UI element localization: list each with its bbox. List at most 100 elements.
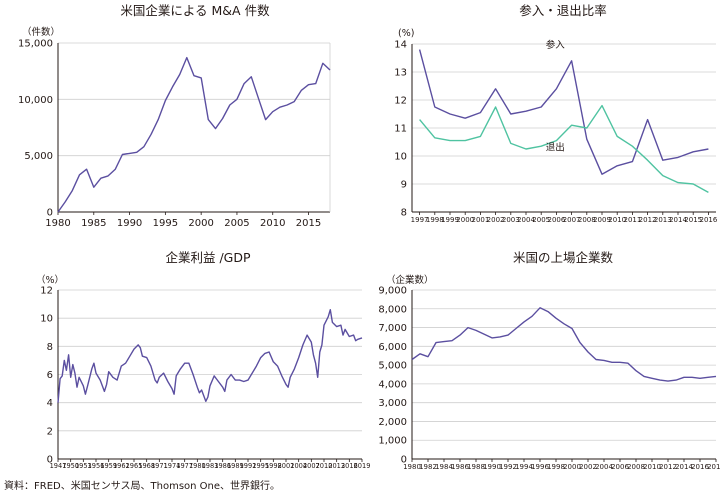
x-tick-label: 1986 bbox=[451, 463, 469, 471]
y-tick-label: 6,000 bbox=[378, 342, 407, 353]
series-line-1 bbox=[411, 307, 717, 382]
y-tick-label: 4 bbox=[47, 398, 53, 409]
x-tick-label: 1998 bbox=[426, 216, 444, 224]
y-tick-label: 0 bbox=[47, 208, 53, 219]
x-tick-label: 1982 bbox=[419, 463, 437, 471]
source-note: 資料：FRED、米国センサス局、Thomson One、世界銀行。 bbox=[4, 481, 281, 492]
x-tick-label: 2002 bbox=[579, 463, 597, 471]
y-tick-label: 8,000 bbox=[378, 304, 407, 315]
y-tick-label: 14 bbox=[394, 40, 407, 51]
chart-title: 企業利益 /GDP bbox=[165, 250, 250, 265]
x-tick-label: 1985 bbox=[81, 218, 106, 229]
x-tick-label: 1990 bbox=[117, 218, 142, 229]
x-tick-label: 1977 bbox=[176, 462, 193, 470]
x-tick-label: 2007 bbox=[303, 462, 320, 470]
x-tick-label: 2010 bbox=[643, 463, 661, 471]
y-tick-label: 11 bbox=[394, 124, 407, 135]
x-tick-label: 2013 bbox=[654, 216, 672, 224]
x-tick-label: 2019 bbox=[354, 462, 371, 470]
chart-entry_exit: 参入・退出比率(%)891011121314199719981999200020… bbox=[394, 3, 718, 224]
y-tick-label: 12 bbox=[40, 286, 53, 297]
x-tick-label: 1986 bbox=[214, 462, 231, 470]
x-tick-label: 1983 bbox=[202, 462, 219, 470]
x-tick-label: 2013 bbox=[328, 462, 345, 470]
series-line-1 bbox=[418, 49, 709, 175]
x-tick-label: 2014 bbox=[675, 463, 693, 471]
chart-profit: 企業利益 /GDP （%） 0 2 4 6 8 10 12 1947195019531956195… bbox=[36, 250, 370, 470]
y-tick-label: 9,000 bbox=[378, 286, 407, 297]
series-line-2 bbox=[419, 104, 709, 194]
x-tick-label: 1995 bbox=[252, 462, 269, 470]
unit-label: （%） bbox=[36, 274, 64, 286]
y-tick-label: 5,000 bbox=[378, 361, 407, 372]
x-tick-label: 1996 bbox=[531, 463, 549, 471]
x-tick-label: 1968 bbox=[138, 462, 155, 470]
x-tick-label: 2005 bbox=[224, 218, 249, 229]
y-tick-label: 5,000 bbox=[24, 151, 53, 162]
series-label-1: 参入 bbox=[546, 39, 566, 51]
y-tick-label: 8 bbox=[401, 208, 407, 219]
y-tick-label: 6 bbox=[47, 370, 53, 381]
x-tick-label: 1965 bbox=[126, 462, 143, 470]
y-tick-label: 10,000 bbox=[18, 95, 53, 106]
y-tick-label: 15,000 bbox=[18, 39, 53, 50]
x-tick-label: 1999 bbox=[441, 216, 459, 224]
x-tick-label: 2005 bbox=[532, 216, 550, 224]
x-tick-label: 2011 bbox=[623, 216, 641, 224]
x-tick-label: 2010 bbox=[316, 462, 333, 470]
unit-label: (%) bbox=[398, 28, 414, 39]
x-tick-label: 1947 bbox=[50, 462, 67, 470]
x-tick-label: 1994 bbox=[515, 463, 533, 471]
x-tick-label: 1997 bbox=[411, 216, 429, 224]
x-tick-label: 1962 bbox=[113, 462, 130, 470]
x-tick-label: 2008 bbox=[627, 463, 645, 471]
x-tick-label: 2000 bbox=[188, 218, 213, 229]
x-tick-label: 2002 bbox=[487, 216, 505, 224]
x-tick-label: 1984 bbox=[435, 463, 453, 471]
x-tick-label: 2007 bbox=[563, 216, 581, 224]
x-tick-label: 1998 bbox=[265, 462, 282, 470]
x-tick-label: 2008 bbox=[578, 216, 596, 224]
y-tick-label: 2 bbox=[47, 426, 53, 437]
x-tick-label: 2018 bbox=[707, 463, 720, 471]
y-tick-label: 0 bbox=[401, 455, 407, 466]
unit-label: （企業数） bbox=[386, 274, 434, 286]
chart-title: 米国の上場企業数 bbox=[513, 250, 614, 265]
x-tick-label: 1988 bbox=[467, 463, 485, 471]
y-tick-label: 12 bbox=[394, 96, 407, 107]
x-tick-label: 2010 bbox=[608, 216, 626, 224]
x-tick-label: 1956 bbox=[88, 462, 105, 470]
x-tick-label: 1992 bbox=[499, 463, 517, 471]
chart-listed: 米国の上場企業数 （企業数） 0 1,000 2,000 3,000 4,000 5,000 6… bbox=[378, 250, 720, 471]
y-tick-label: 3,000 bbox=[378, 398, 407, 409]
x-tick-label: 2014 bbox=[669, 216, 687, 224]
x-tick-label: 2016 bbox=[691, 463, 709, 471]
x-tick-label: 1971 bbox=[151, 462, 168, 470]
series-line-1 bbox=[57, 309, 363, 403]
x-tick-label: 2000 bbox=[456, 216, 474, 224]
x-tick-label: 2012 bbox=[659, 463, 677, 471]
x-tick-label: 2009 bbox=[593, 216, 611, 224]
y-tick-label: 8 bbox=[47, 342, 53, 353]
series-label-2: 退出 bbox=[546, 141, 565, 153]
x-tick-label: 2000 bbox=[563, 463, 581, 471]
x-tick-label: 2010 bbox=[260, 218, 285, 229]
x-tick-label: 2001 bbox=[278, 462, 295, 470]
y-tick-label: 10 bbox=[394, 152, 407, 163]
x-tick-label: 1953 bbox=[75, 462, 92, 470]
y-tick-label: 2,000 bbox=[378, 417, 407, 428]
unit-label: （件数） bbox=[22, 26, 60, 38]
x-tick-label: 2004 bbox=[290, 462, 307, 470]
x-tick-label: 2015 bbox=[684, 216, 702, 224]
x-tick-label: 1990 bbox=[483, 463, 501, 471]
chart-title: 参入・退出比率 bbox=[519, 3, 607, 18]
chart-title: 米国企業による M&A 件数 bbox=[120, 3, 270, 18]
x-tick-label: 1989 bbox=[227, 462, 244, 470]
x-tick-label: 2006 bbox=[611, 463, 629, 471]
x-tick-label: 2006 bbox=[547, 216, 565, 224]
x-tick-label: 2001 bbox=[471, 216, 489, 224]
x-tick-label: 2003 bbox=[502, 216, 520, 224]
x-tick-label: 2015 bbox=[296, 218, 321, 229]
y-tick-label: 13 bbox=[394, 68, 407, 79]
